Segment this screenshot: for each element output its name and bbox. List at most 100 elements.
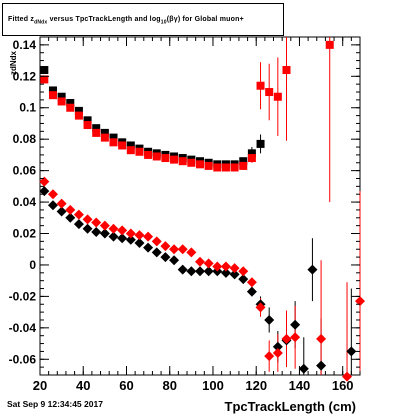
data-point-diamond	[186, 247, 197, 258]
y-tick-label: 0.02	[13, 227, 37, 241]
data-point-diamond	[264, 314, 275, 325]
data-point-diamond	[220, 267, 231, 278]
data-point-diamond	[290, 319, 301, 330]
x-tick-labels: 20 40 60 80 100 120 140 160	[33, 378, 354, 393]
y-tick-label: 0.1	[19, 101, 36, 115]
data-point-square	[126, 146, 135, 155]
data-point-diamond	[272, 341, 283, 352]
data-point-diamond	[125, 228, 136, 239]
date-stamp: Sat Sep 9 12:34:45 2017	[7, 399, 103, 409]
data-point-square	[239, 161, 248, 170]
data-point-square	[48, 91, 57, 100]
y-tick-label: -0.02	[9, 289, 37, 303]
x-tick-label: 100	[202, 378, 224, 393]
data-point-diamond	[125, 234, 136, 245]
data-point-square	[126, 141, 135, 150]
data-point-square	[74, 106, 83, 115]
data-point-diamond	[91, 226, 102, 237]
x-tick-label: 80	[162, 378, 176, 393]
data-point-diamond	[186, 266, 197, 277]
plot-frame	[39, 36, 361, 376]
data-point-diamond	[220, 261, 231, 272]
data-point-diamond	[238, 274, 249, 285]
data-point-diamond	[160, 241, 171, 252]
y-tick-label: 0.14	[13, 38, 37, 52]
data-point-diamond	[151, 236, 162, 247]
data-point-diamond	[342, 371, 353, 382]
data-point-square	[256, 139, 265, 148]
data-point-diamond	[134, 230, 145, 241]
data-point-diamond	[195, 256, 205, 267]
data-point-diamond	[272, 347, 283, 358]
data-point-square	[247, 149, 256, 158]
x-tick-label: 40	[76, 378, 90, 393]
data-point-diamond	[117, 225, 128, 236]
y-tick-label: 0.08	[13, 132, 37, 146]
data-point-diamond	[117, 233, 128, 244]
data-point-diamond	[203, 266, 214, 277]
data-point-diamond	[151, 247, 162, 258]
data-point-diamond	[316, 360, 327, 371]
data-point-square	[109, 138, 118, 147]
x-tick-label: 140	[289, 378, 311, 393]
axis-ticks	[39, 36, 361, 376]
data-point-square	[66, 103, 75, 112]
data-point-diamond	[298, 363, 309, 374]
data-point-diamond	[39, 176, 50, 187]
data-point-square	[265, 88, 274, 97]
data-point-diamond	[65, 204, 76, 215]
y-tick-label: -0.04	[9, 321, 37, 335]
title-box: Fitted zdNdx versus TpcTrackLength and l…	[2, 3, 284, 36]
data-point-square	[325, 40, 334, 49]
data-point-square	[135, 147, 144, 156]
data-point-diamond	[281, 333, 292, 344]
data-point-diamond	[82, 223, 93, 234]
data-point-diamond	[73, 219, 84, 230]
data-point-diamond	[91, 217, 102, 228]
data-markers	[39, 40, 365, 382]
data-point-diamond	[82, 214, 93, 225]
data-point-square	[256, 81, 265, 90]
data-point-square	[83, 116, 92, 125]
data-point-diamond	[169, 255, 180, 266]
y-axis-label: zdNdx	[9, 50, 18, 75]
data-point-diamond	[99, 228, 110, 239]
data-point-diamond	[160, 252, 171, 263]
data-point-square	[40, 75, 49, 84]
data-point-diamond	[39, 186, 50, 197]
data-point-square	[204, 161, 213, 170]
x-tick-label: 60	[119, 378, 133, 393]
data-point-diamond	[246, 277, 257, 288]
data-point-square	[92, 128, 101, 137]
data-point-square	[109, 133, 118, 142]
data-point-square	[92, 124, 101, 133]
data-point-diamond	[177, 264, 188, 275]
data-point-diamond	[47, 200, 58, 211]
x-axis-label: TpcTrackLength (cm)	[225, 399, 356, 414]
data-point-square	[161, 154, 170, 163]
data-point-diamond	[143, 242, 154, 253]
data-point-diamond	[229, 263, 240, 274]
data-point-diamond	[108, 231, 119, 242]
data-point-diamond	[73, 209, 84, 220]
data-point-diamond	[56, 198, 67, 209]
data-point-diamond	[212, 261, 223, 272]
data-point-square	[239, 157, 248, 166]
data-point-square	[213, 163, 222, 172]
data-point-diamond	[99, 220, 110, 231]
data-point-diamond	[143, 231, 154, 242]
data-point-square	[247, 154, 256, 163]
data-point-diamond	[346, 346, 357, 357]
data-point-diamond	[177, 244, 188, 255]
data-point-square	[170, 155, 179, 164]
data-point-diamond	[355, 296, 365, 307]
y-tick-label: 0.12	[13, 69, 37, 83]
data-point-diamond	[108, 223, 119, 234]
data-point-diamond	[47, 189, 58, 200]
data-point-diamond	[246, 286, 257, 297]
data-point-square	[230, 163, 239, 172]
y-tick-label: 0.04	[13, 195, 37, 209]
data-point-square	[118, 141, 127, 150]
data-point-diamond	[134, 237, 145, 248]
data-point-square	[100, 128, 109, 137]
